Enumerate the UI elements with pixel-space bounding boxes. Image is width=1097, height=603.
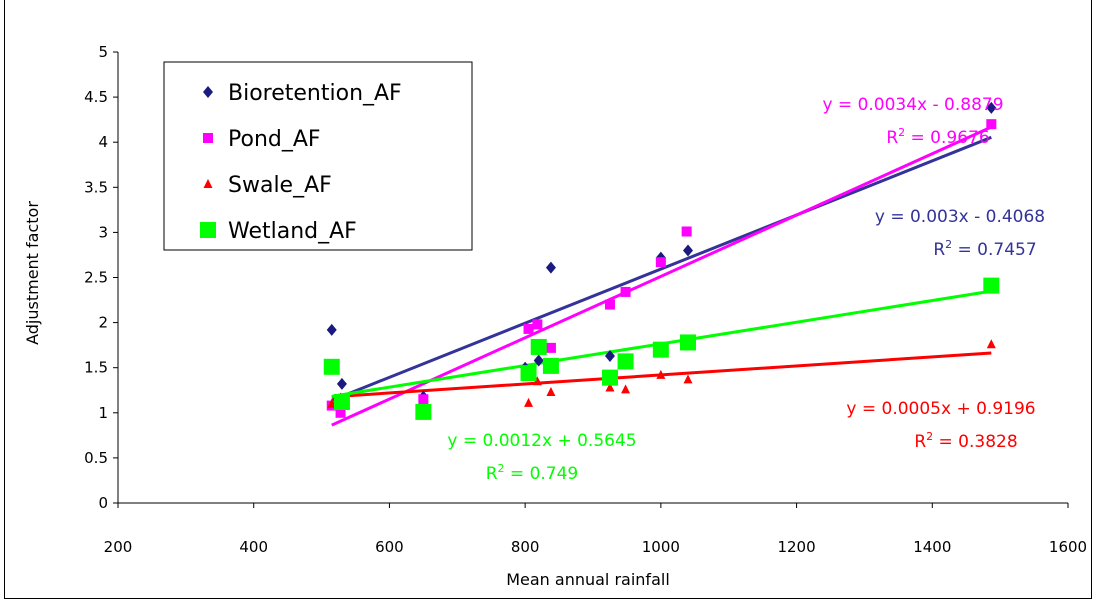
point-swale_af bbox=[621, 384, 631, 394]
x-axis-label: Mean annual rainfall bbox=[506, 570, 670, 589]
y-tick-label: 1.5 bbox=[84, 359, 108, 377]
x-tick-label: 400 bbox=[239, 538, 268, 556]
point-swale_af bbox=[524, 397, 534, 407]
point-swale_af bbox=[546, 387, 556, 397]
point-pond_af bbox=[604, 299, 615, 310]
point-bioretention_af bbox=[326, 323, 337, 336]
point-wetland_af bbox=[520, 365, 537, 382]
legend-box bbox=[163, 61, 473, 251]
point-pond_af bbox=[681, 226, 692, 237]
point-bioretention_af bbox=[986, 101, 997, 114]
point-wetland_af bbox=[415, 403, 432, 420]
point-pond_af bbox=[545, 342, 556, 353]
x-tick-label: 800 bbox=[511, 538, 540, 556]
y-tick-label: 0 bbox=[98, 494, 108, 512]
chart-area bbox=[4, 0, 1092, 599]
axes: 0 0.5 1 1.5 2 2.5 3 3.5 4 4.5 5 200 400 600 800 1000 120… bbox=[84, 43, 1087, 556]
point-pond_af bbox=[523, 323, 534, 334]
point-pond_af bbox=[335, 407, 346, 418]
trend-r2: R2 = 0.749 bbox=[486, 462, 579, 484]
point-wetland_af bbox=[542, 357, 559, 374]
y-tick-label: 2.5 bbox=[84, 269, 108, 287]
point-pond_af bbox=[418, 394, 429, 405]
point-bioretention_af bbox=[533, 354, 544, 367]
y-tick-label: 5 bbox=[98, 43, 108, 61]
legend-label: Pond_AF bbox=[228, 127, 321, 152]
legend-marker bbox=[203, 86, 213, 98]
x-tick-label: 1400 bbox=[913, 538, 951, 556]
trend-equation: y = 0.0005x + 0.9196 bbox=[846, 399, 1035, 419]
x-tick-label: 1200 bbox=[777, 538, 815, 556]
point-bioretention_af bbox=[336, 377, 347, 390]
y-axis-label: Adjustment factor bbox=[23, 201, 42, 345]
point-wetland_af bbox=[680, 334, 696, 351]
point-bioretention_af bbox=[683, 244, 693, 257]
legend-marker bbox=[200, 222, 216, 238]
point-swale_af bbox=[683, 374, 693, 384]
point-pond_af bbox=[620, 286, 631, 297]
point-wetland_af bbox=[652, 341, 669, 358]
point-swale_af bbox=[532, 376, 542, 386]
y-tick-label: 3.5 bbox=[84, 178, 108, 196]
point-swale_af bbox=[986, 339, 996, 349]
legend-marker bbox=[203, 179, 213, 188]
point-swale_af bbox=[656, 369, 666, 379]
legend-label: Swale_AF bbox=[228, 173, 332, 198]
trend-r2: R2 = 0.7457 bbox=[933, 238, 1036, 260]
point-wetland_af bbox=[983, 277, 1000, 294]
legend-marker bbox=[203, 133, 213, 143]
point-pond_af bbox=[655, 257, 666, 268]
y-tick-label: 4 bbox=[98, 133, 108, 151]
x-tick-label: 200 bbox=[104, 538, 133, 556]
y-tick-label: 4.5 bbox=[84, 88, 108, 106]
point-bioretention_af bbox=[604, 349, 615, 362]
trend-equation: y = 0.0012x + 0.5645 bbox=[447, 431, 636, 451]
point-wetland_af bbox=[530, 338, 547, 355]
point-bioretention_af bbox=[545, 261, 556, 274]
trendline-pond_af bbox=[331, 125, 992, 427]
trend-equation: y = 0.003x - 0.4068 bbox=[875, 207, 1045, 227]
y-tick-label: 3 bbox=[98, 223, 108, 241]
point-swale_af bbox=[605, 382, 615, 392]
point-wetland_af bbox=[323, 358, 340, 375]
trend-r2: R2 = 0.9676 bbox=[886, 126, 989, 148]
trendline-bioretention_af bbox=[331, 135, 992, 402]
trend-equation: y = 0.0034x - 0.8879 bbox=[822, 95, 1003, 115]
x-tick-label: 1600 bbox=[1049, 538, 1087, 556]
trend-r2: R2 = 0.3828 bbox=[914, 430, 1017, 452]
point-wetland_af bbox=[601, 369, 618, 386]
trend-labels: y = 0.003x - 0.4068 R2 = 0.7457 y = 0.0034… bbox=[447, 95, 1045, 484]
point-wetland_af bbox=[333, 393, 350, 410]
x-tick-label: 600 bbox=[375, 538, 404, 556]
point-pond_af bbox=[986, 119, 997, 130]
y-tick-label: 2 bbox=[98, 314, 108, 332]
y-tick-label: 1 bbox=[98, 404, 108, 422]
point-pond_af bbox=[532, 319, 543, 330]
legend: Bioretention_AF Pond_AF Swale_AF Wetland_AF bbox=[163, 61, 473, 251]
y-tick-label: 0.5 bbox=[84, 449, 108, 467]
legend-label: Wetland_AF bbox=[228, 219, 357, 244]
legend-label: Bioretention_AF bbox=[228, 81, 402, 106]
x-tick-label: 1000 bbox=[642, 538, 680, 556]
point-wetland_af bbox=[617, 353, 634, 370]
data-points bbox=[323, 101, 1000, 420]
